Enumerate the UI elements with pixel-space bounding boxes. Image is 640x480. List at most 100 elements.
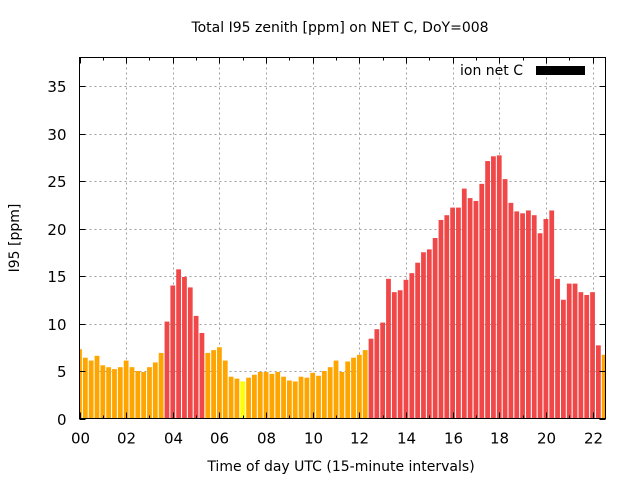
bar [152,362,158,419]
bar [421,252,426,419]
bar [543,219,549,419]
x-tick-label: 12 [350,430,369,448]
bar [240,381,246,419]
legend-label: ion net C [460,63,523,79]
bar [100,365,106,419]
bar [444,215,450,419]
bar [403,279,409,419]
bar [112,369,117,419]
bar [608,329,613,418]
bar [566,283,572,419]
bar [426,249,432,419]
bar [170,285,176,419]
bar [409,273,415,419]
bar [380,322,386,419]
bar [80,349,82,419]
bar [252,374,257,419]
bar [438,219,444,419]
y-tick-label: 20 [47,221,66,239]
bar [461,188,467,419]
bar [275,371,281,419]
bar [549,210,555,419]
bar [496,155,502,419]
bar [537,233,543,419]
y-axis-label: I95 [ppm] [7,204,23,273]
bar [82,357,88,419]
bar [514,211,520,419]
bar [479,183,485,419]
bar [333,360,339,419]
y-tick-label: 35 [47,78,66,96]
bar [316,375,321,419]
y-tick-label: 15 [47,268,66,286]
bar [520,213,525,419]
bar [502,179,508,419]
bar [572,283,578,419]
x-tick-label: 08 [257,430,276,448]
bar [292,381,298,419]
x-tick-label: 14 [397,430,416,448]
bar [368,338,374,419]
bar [321,371,327,419]
bar [164,321,170,419]
x-tick-labels: 00 02 04 06 08 10 12 14 16 18 20 22 [71,430,603,448]
x-tick-label: 10 [304,430,323,448]
bar [141,371,147,419]
bar [362,350,368,419]
bar [88,360,94,419]
bar [351,357,356,419]
bar [193,315,199,419]
bar [526,210,531,419]
bar [561,299,566,419]
bar [473,200,479,419]
bar [147,367,152,419]
bar [222,360,228,419]
bar [158,352,164,419]
bar [601,354,605,419]
x-tick-label: 06 [210,430,229,448]
x-tick-label: 16 [444,430,463,448]
bar [310,372,316,419]
bar [386,278,391,419]
plot-border [79,57,606,419]
bar [415,262,421,419]
bar [234,378,240,419]
bar [374,329,380,419]
bar [187,287,193,419]
legend-swatch [536,66,585,75]
bar [106,367,112,419]
x-tick-label: 02 [117,430,136,448]
bar [339,371,345,419]
bar [281,376,286,419]
bar [432,238,438,419]
bar [467,198,473,419]
bar [217,347,222,419]
y-tick-label: 30 [47,126,66,144]
bar [263,371,269,419]
bar [578,292,584,419]
x-tick-label: 04 [164,430,183,448]
bar [491,156,496,419]
bar [199,333,205,419]
bar [555,278,560,419]
bar [286,380,292,419]
bar [485,161,490,419]
axis-ticks [79,57,606,420]
bar [327,367,333,419]
y-tick-label: 25 [47,173,66,191]
bar [123,360,129,419]
bar [205,352,211,419]
bar [391,292,397,419]
bar [304,377,310,419]
bar [135,371,141,419]
bar [211,350,216,419]
bar [117,367,123,419]
bar [257,371,263,419]
bar [397,290,403,419]
bar [450,207,456,419]
bar [246,377,251,419]
bar [531,215,537,419]
bar [176,269,181,419]
legend: ion net C [460,63,585,79]
